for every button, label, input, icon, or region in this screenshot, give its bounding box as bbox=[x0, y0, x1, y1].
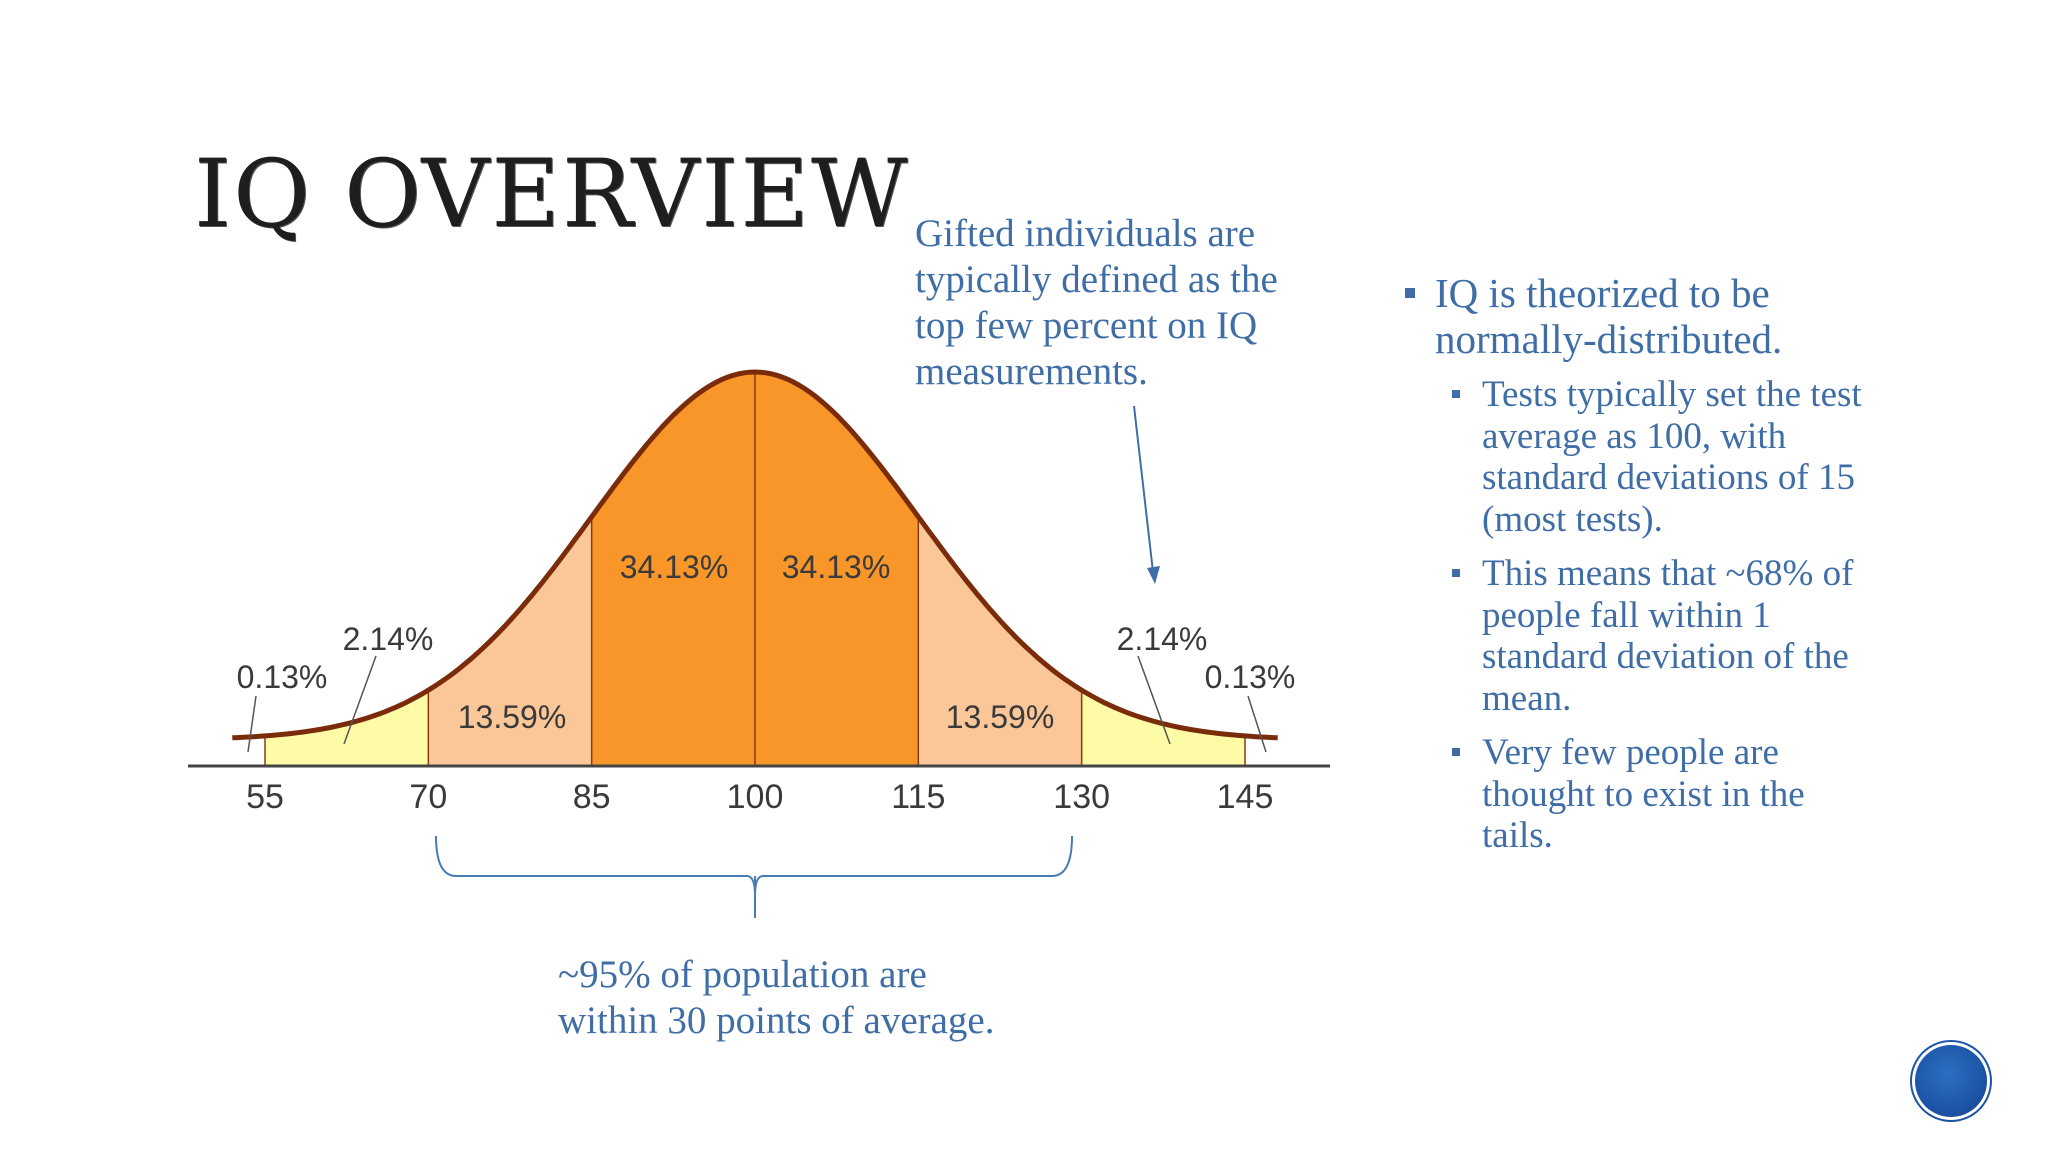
bell-curve-line bbox=[232, 369, 1278, 741]
leader-line bbox=[247, 695, 257, 753]
slide-nav-button[interactable] bbox=[1915, 1045, 1987, 1117]
gifted-arrow-line bbox=[1133, 405, 1154, 573]
leader-line bbox=[343, 655, 377, 745]
leader-line bbox=[1137, 655, 1171, 745]
sub-bullet-item: This means that ~68% of people fall with… bbox=[1452, 553, 1865, 719]
x-tick-label: 70 bbox=[409, 778, 447, 816]
tail-percent-label: 0.13% bbox=[1205, 659, 1296, 695]
bullet-marker bbox=[1452, 748, 1460, 756]
curve-region bbox=[755, 372, 919, 766]
bullet-item: IQ is theorized to be normally-distribut… bbox=[1405, 270, 1865, 362]
curve-region bbox=[1081, 690, 1245, 766]
x-tick-label: 145 bbox=[1217, 778, 1274, 816]
region-percent-label: 34.13% bbox=[620, 549, 729, 585]
sub-bullet-text: This means that ~68% of people fall with… bbox=[1482, 553, 1854, 719]
x-tick-label: 100 bbox=[727, 778, 784, 816]
sub-bullet-text: Very few people are thought to exist in … bbox=[1482, 732, 1805, 856]
sub-bullet-text: Tests typically set the test average as … bbox=[1482, 374, 1862, 540]
bullet-marker bbox=[1452, 390, 1460, 398]
gifted-arrow-head bbox=[1147, 566, 1160, 584]
curve-region bbox=[265, 690, 429, 766]
bullet-list: IQ is theorized to be normally-distribut… bbox=[1405, 270, 1865, 870]
population-note: ~95% of population are within 30 points … bbox=[558, 953, 995, 1042]
x-tick-label: 130 bbox=[1053, 778, 1110, 816]
sub-bullet-item: Very few people are thought to exist in … bbox=[1452, 732, 1865, 857]
x-tick-label: 115 bbox=[891, 778, 945, 816]
bullet-text: IQ is theorized to be normally-distribut… bbox=[1435, 270, 1783, 362]
region-percent-label: 2.14% bbox=[1117, 621, 1208, 657]
x-tick-label: 85 bbox=[573, 778, 611, 816]
curve-region bbox=[591, 372, 755, 766]
region-percent-label: 13.59% bbox=[946, 699, 1055, 735]
slide-title: IQ OVERVIEW bbox=[194, 140, 910, 249]
x-tick-label: 55 bbox=[246, 778, 284, 816]
curve-region bbox=[428, 516, 592, 766]
gifted-note: Gifted individuals are typically defined… bbox=[915, 212, 1278, 393]
bullet-marker bbox=[1405, 288, 1415, 298]
tail-percent-label: 0.13% bbox=[237, 659, 328, 695]
curve-region bbox=[918, 516, 1082, 766]
region-percent-label: 13.59% bbox=[458, 699, 567, 735]
bullet-marker bbox=[1452, 569, 1460, 577]
sub-bullet-item: Tests typically set the test average as … bbox=[1452, 374, 1865, 540]
region-percent-label: 2.14% bbox=[343, 621, 434, 657]
leader-line bbox=[1247, 695, 1267, 753]
region-percent-label: 34.13% bbox=[782, 549, 891, 585]
